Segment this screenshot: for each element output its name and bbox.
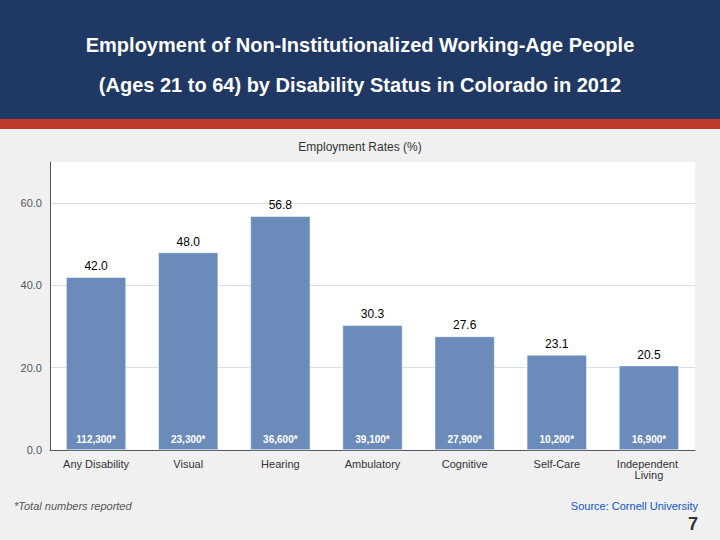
svg-text:Source: Cornell University: Source: Cornell University (571, 500, 699, 512)
svg-text:27,900*: 27,900* (447, 434, 482, 445)
svg-text:Ambulatory: Ambulatory (345, 458, 401, 470)
svg-text:Cognitive: Cognitive (442, 458, 488, 470)
svg-text:27.6: 27.6 (453, 318, 477, 332)
svg-text:16,900*: 16,900* (632, 434, 667, 445)
svg-text:Independent: Independent (616, 457, 681, 470)
svg-text:112,300*: 112,300* (76, 434, 116, 445)
svg-text:7: 7 (688, 514, 698, 534)
svg-text:Any Disability: Any Disability (63, 458, 130, 470)
svg-text:Self-Care: Self-Care (534, 458, 580, 470)
svg-text:30.3: 30.3 (361, 307, 385, 321)
svg-text:23.1: 23.1 (545, 337, 569, 351)
svg-text:10,200*: 10,200* (540, 434, 575, 445)
svg-text:42.0: 42.0 (84, 259, 108, 273)
svg-text:36,600*: 36,600* (263, 434, 298, 445)
svg-text:48.0: 48.0 (177, 235, 201, 249)
svg-text:Visual: Visual (173, 458, 203, 470)
svg-text:39,100*: 39,100* (355, 434, 390, 445)
svg-text:Employment of Non-Institutiona: Employment of Non-Institutionalized Work… (86, 34, 635, 56)
svg-text:Living: Living (635, 469, 664, 481)
svg-text:56.8: 56.8 (269, 198, 293, 212)
svg-text:60.0: 60.0 (21, 197, 42, 209)
svg-text:Employment Rates (%): Employment Rates (%) (298, 140, 421, 154)
svg-text:20.5: 20.5 (637, 348, 661, 362)
svg-text:40.0: 40.0 (21, 279, 42, 291)
svg-text:20.0: 20.0 (21, 362, 42, 374)
svg-text:0.0: 0.0 (27, 444, 42, 456)
svg-text:23,300*: 23,300* (171, 434, 206, 445)
svg-text:(Ages 21 to 64) by Disability: (Ages 21 to 64) by Disability Status in … (99, 74, 621, 96)
svg-text:*Total numbers reported: *Total numbers reported (14, 500, 132, 512)
svg-text:Hearing: Hearing (261, 458, 300, 470)
